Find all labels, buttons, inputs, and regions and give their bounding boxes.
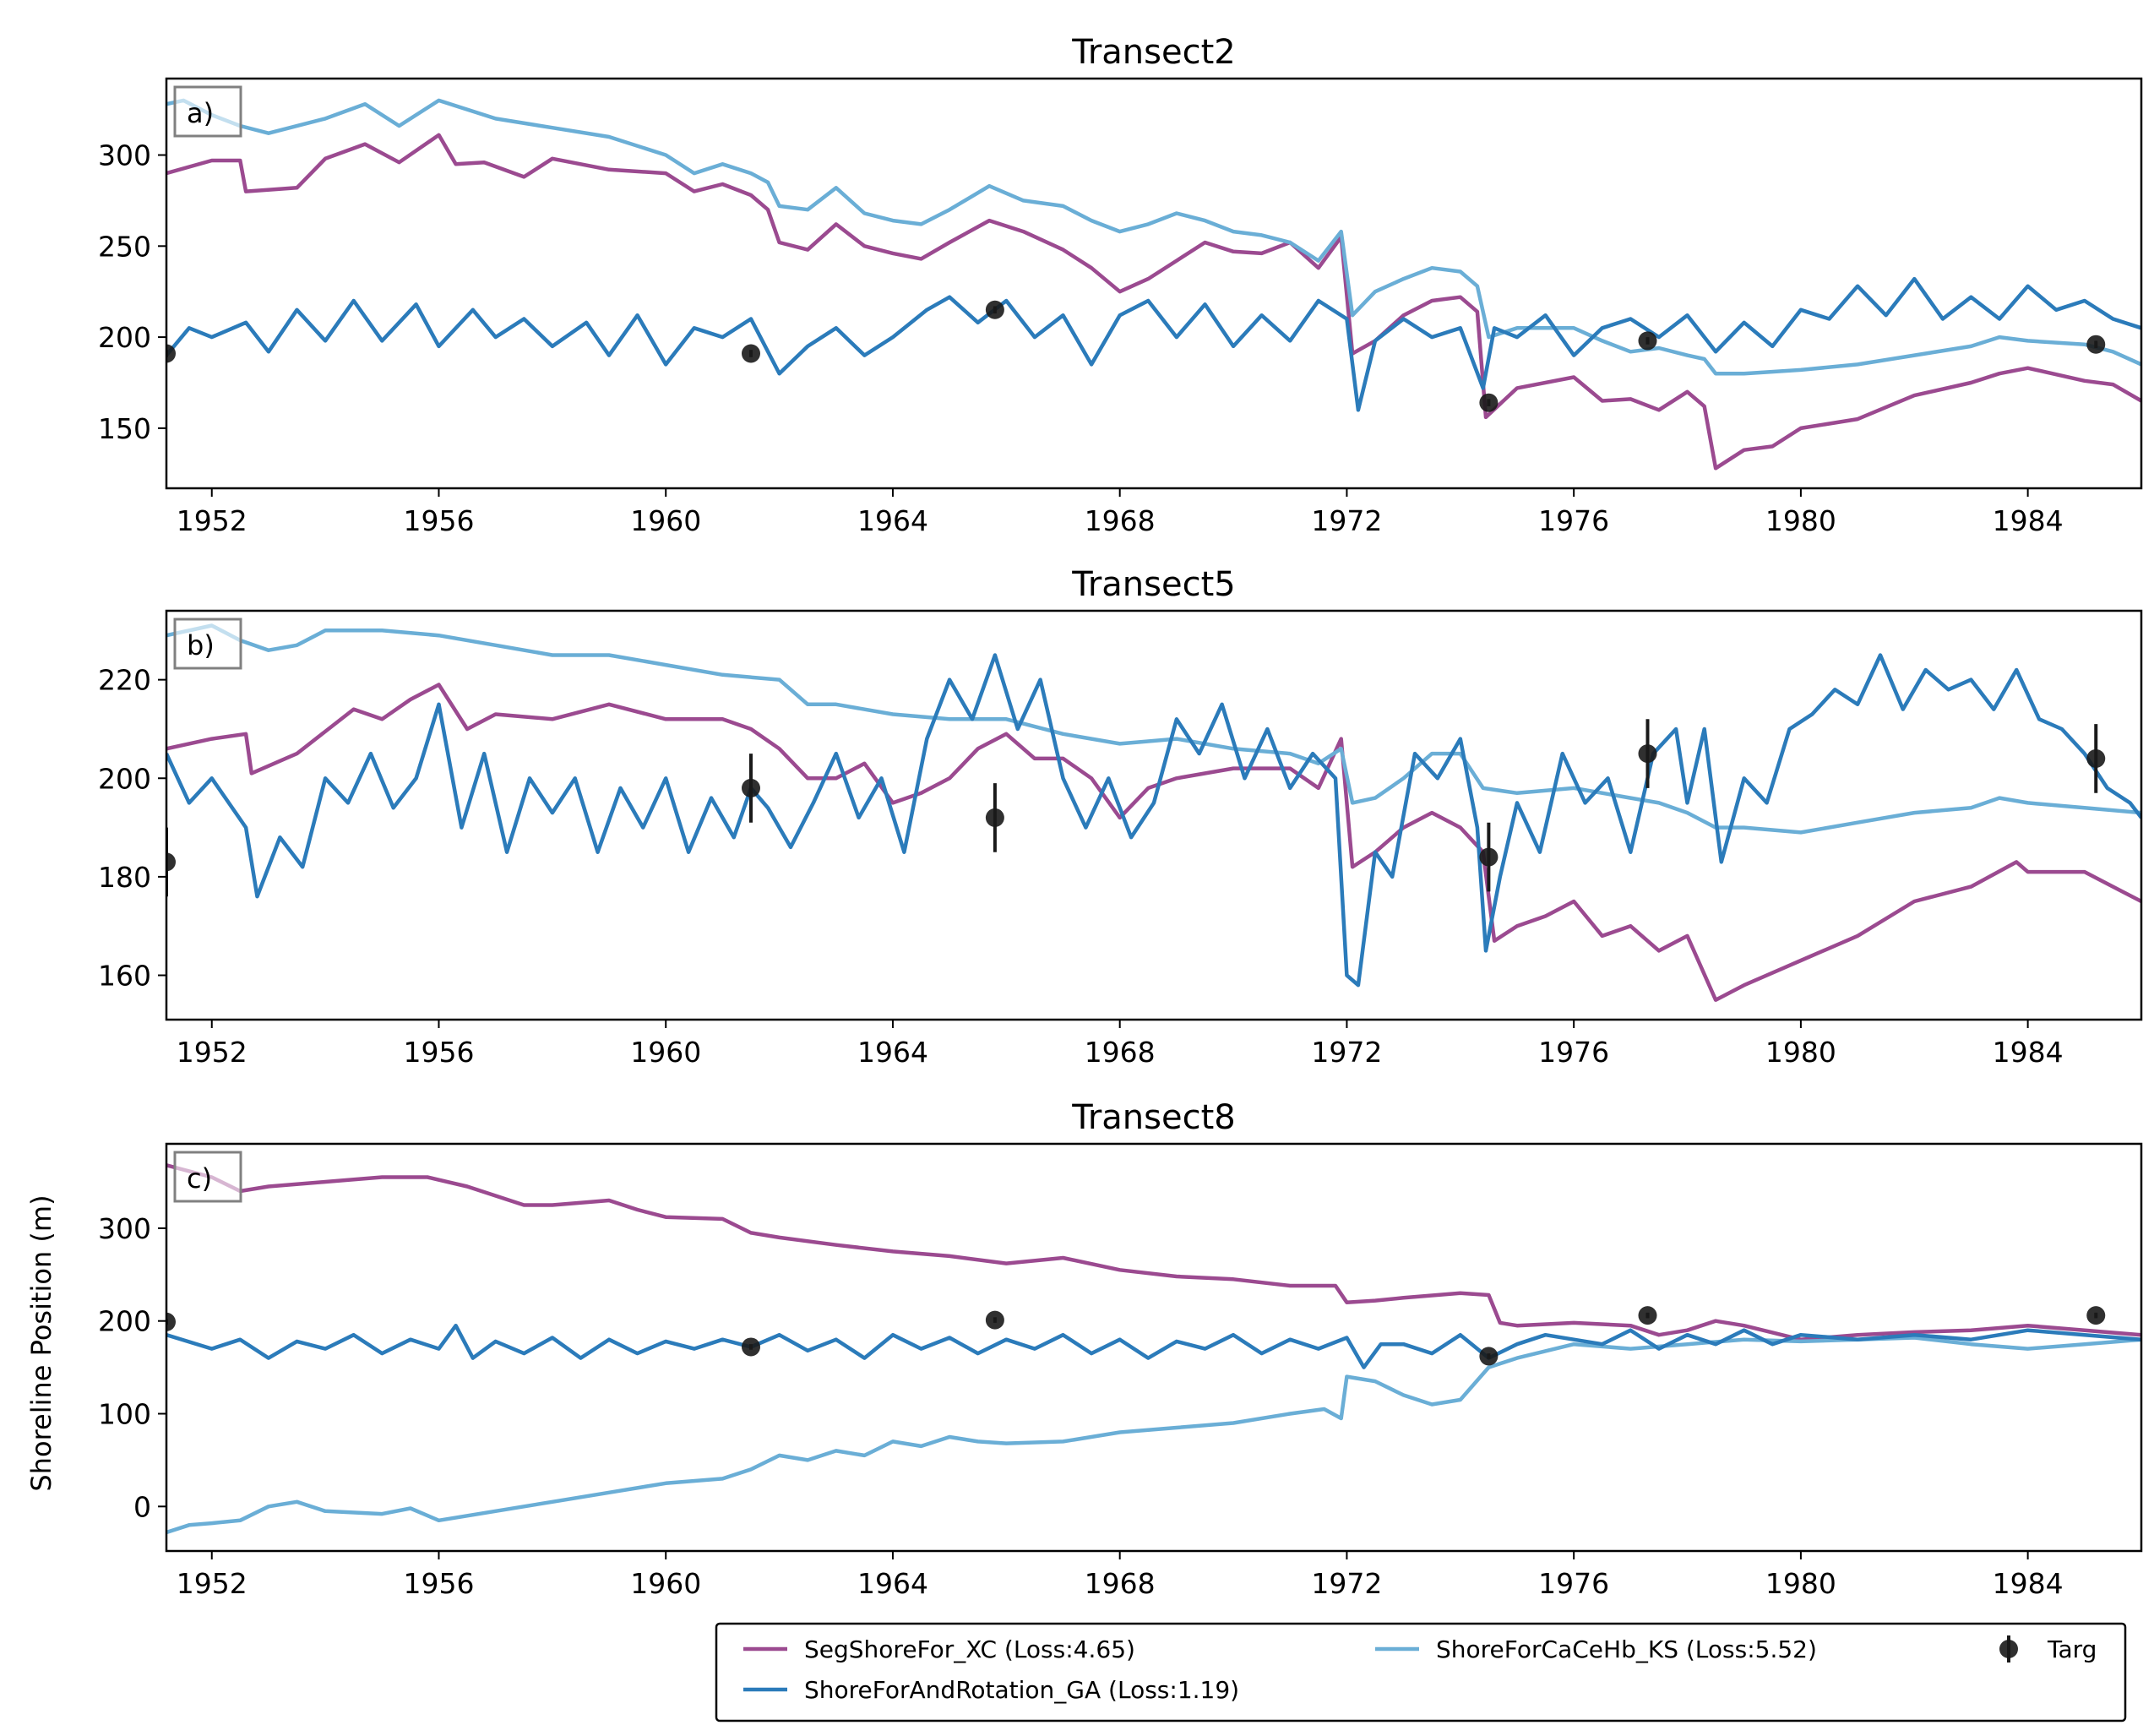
legend-entry: ShoreForAndRotation_GA (Loss:1.19) <box>743 1676 1239 1704</box>
legend-label: ShoreForAndRotation_GA (Loss:1.19) <box>804 1676 1239 1704</box>
target-point <box>1479 847 1499 867</box>
panel-label: a) <box>187 97 214 129</box>
x-tick-label: 1956 <box>403 1567 474 1600</box>
series-line-3 <box>166 276 2141 412</box>
series-line-1 <box>166 133 2141 471</box>
x-tick-label: 1968 <box>1085 504 1156 537</box>
target-point <box>2086 1306 2106 1325</box>
target-point <box>1638 744 1657 764</box>
legend-label: ShoreForCaCeHb_KS (Loss:5.52) <box>1436 1635 1817 1663</box>
x-tick-label: 1964 <box>857 1036 928 1069</box>
target-point <box>741 1337 760 1357</box>
y-tick-label: 250 <box>98 230 151 263</box>
panel-label-box <box>173 85 242 138</box>
legend: SegShoreFor_XC (Loss:4.65) ShoreForCaCeHb… <box>715 1622 2127 1722</box>
x-tick-label: 1976 <box>1538 1567 1609 1600</box>
series-line-1 <box>166 683 2141 1002</box>
target-point <box>1638 1306 1657 1325</box>
y-tick-label: 180 <box>98 861 151 894</box>
legend-label: Targ <box>2047 1635 2097 1663</box>
legend-entry: SegShoreFor_XC (Loss:4.65) <box>743 1635 1135 1663</box>
series-line-2 <box>166 98 2141 376</box>
target-point <box>2086 335 2106 354</box>
x-tick-label: 1972 <box>1311 1036 1382 1069</box>
panel-1: Transect2 a) 1952 1956 1960 1964 1968 1972 1976 1… <box>98 33 2143 537</box>
series-line-2 <box>166 623 2141 835</box>
legend-label: SegShoreFor_XC (Loss:4.65) <box>804 1635 1135 1663</box>
x-tick-label: 1952 <box>177 504 247 537</box>
plot-frame <box>165 1142 2143 1553</box>
panel-label-box <box>173 618 242 670</box>
x-tick-label: 1976 <box>1538 504 1609 537</box>
target-point <box>1638 331 1657 351</box>
x-tick-label: 1964 <box>857 504 928 537</box>
panel-title: Transect2 <box>1071 33 1235 72</box>
x-tick-label: 1968 <box>1085 1036 1156 1069</box>
x-tick-label: 1960 <box>630 1567 701 1600</box>
plot-frame <box>165 77 2143 490</box>
panel-label: b) <box>187 629 215 661</box>
x-tick-label: 1952 <box>177 1567 247 1600</box>
series-line-1 <box>166 1163 2141 1341</box>
x-tick-label: 1980 <box>1765 1567 1836 1600</box>
x-tick-label: 1984 <box>1993 504 2064 537</box>
target-point <box>166 344 176 363</box>
target-point <box>1479 393 1499 412</box>
target-point <box>741 344 760 363</box>
legend-frame <box>715 1622 2127 1722</box>
plot-frame <box>165 609 2143 1021</box>
x-tick-label: 1984 <box>1993 1036 2064 1069</box>
x-tick-label: 1952 <box>177 1036 247 1069</box>
y-tick-label: 220 <box>98 664 151 697</box>
x-tick-label: 1960 <box>630 504 701 537</box>
x-tick-label: 1972 <box>1311 1567 1382 1600</box>
y-tick-label: 300 <box>98 1212 151 1245</box>
panel-title: Transect5 <box>1071 565 1235 604</box>
x-tick-label: 1976 <box>1538 1036 1609 1069</box>
x-tick-label: 1956 <box>403 1036 474 1069</box>
y-tick-label: 0 <box>133 1490 151 1523</box>
x-tick-label: 1972 <box>1311 504 1382 537</box>
x-tick-label: 1956 <box>403 504 474 537</box>
series-line-2 <box>166 1336 2141 1535</box>
target-point <box>2086 748 2106 768</box>
target-point <box>166 852 176 872</box>
legend-entry: Targ <box>1999 1635 2097 1663</box>
target-point <box>985 300 1004 319</box>
x-tick-label: 1968 <box>1085 1567 1156 1600</box>
y-tick-label: 200 <box>98 1305 151 1338</box>
y-tick-label: 200 <box>98 321 151 354</box>
panel-label-box <box>173 1151 242 1203</box>
y-tick-label: 150 <box>98 412 151 445</box>
panel-2: Transect5 b) 1952 1956 1960 1964 1968 1972 1976 1… <box>98 565 2143 1069</box>
y-axis-label: Shoreline Position (m) <box>25 1195 57 1491</box>
y-tick-label: 200 <box>98 762 151 795</box>
x-tick-label: 1964 <box>857 1567 928 1600</box>
target-point <box>741 778 760 797</box>
target-point <box>166 1312 176 1331</box>
y-tick-label: 100 <box>98 1398 151 1431</box>
x-tick-label: 1980 <box>1765 1036 1836 1069</box>
x-tick-label: 1984 <box>1993 1567 2064 1600</box>
panel-title: Transect8 <box>1071 1098 1235 1137</box>
target-point <box>985 808 1004 827</box>
series-line-3 <box>166 653 2141 988</box>
x-tick-label: 1980 <box>1765 504 1836 537</box>
panel-label: c) <box>187 1162 212 1195</box>
target-point <box>985 1310 1004 1330</box>
panel-3: Transect8 c) 1952 1956 1960 1964 1968 1972 1976 1… <box>98 1098 2143 1600</box>
legend-entry: ShoreForCaCeHb_KS (Loss:5.52) <box>1375 1635 1817 1663</box>
x-tick-label: 1960 <box>630 1036 701 1069</box>
y-tick-label: 160 <box>98 960 151 993</box>
series-line-3 <box>166 1323 2141 1369</box>
y-tick-label: 300 <box>98 139 151 172</box>
target-point <box>1479 1347 1499 1366</box>
legend-marker-swatch <box>1999 1640 2018 1658</box>
